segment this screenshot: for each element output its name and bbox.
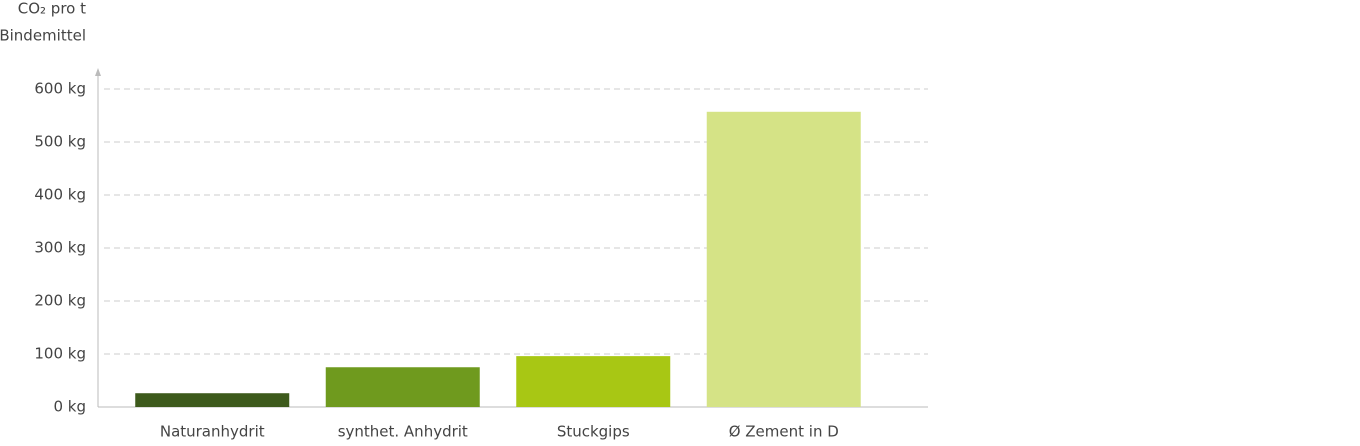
y-tick-label: 500 kg bbox=[34, 133, 86, 151]
y-tick-label: 600 kg bbox=[34, 80, 86, 98]
y-axis-arrow bbox=[95, 68, 101, 76]
bar bbox=[325, 367, 480, 407]
x-tick-label: synthet. Anhydrit bbox=[338, 423, 468, 441]
x-tick-label: Stuckgips bbox=[557, 423, 630, 441]
bar bbox=[706, 111, 861, 407]
y-axis-title: Bindemittel bbox=[0, 27, 86, 45]
x-tick-label: Ø Zement in D bbox=[729, 423, 839, 441]
bar bbox=[135, 393, 290, 407]
y-axis-title: CO₂ pro t bbox=[18, 0, 86, 18]
y-tick-label: 300 kg bbox=[34, 239, 86, 257]
y-tick-label: 100 kg bbox=[34, 345, 86, 363]
y-tick-label: 0 kg bbox=[53, 398, 86, 416]
y-tick-label: 200 kg bbox=[34, 292, 86, 310]
bar bbox=[516, 356, 671, 407]
x-tick-label: Naturanhydrit bbox=[160, 423, 265, 441]
y-tick-label: 400 kg bbox=[34, 186, 86, 204]
